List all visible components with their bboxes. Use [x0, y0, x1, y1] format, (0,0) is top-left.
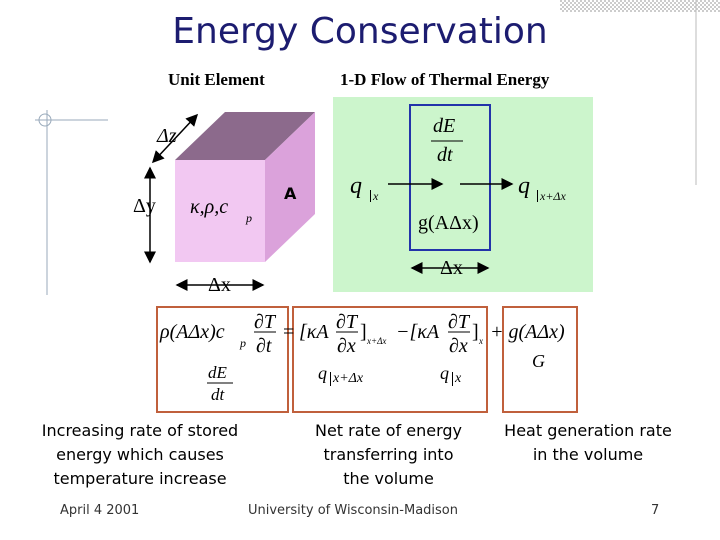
box-generation: G — [532, 351, 545, 371]
flow-region — [333, 97, 593, 292]
caption-line: the volume — [343, 469, 434, 488]
caption-line: temperature increase — [53, 469, 227, 488]
title: Energy Conservation — [172, 11, 548, 52]
cube-side — [265, 112, 315, 262]
box-storage-den: dt — [211, 385, 225, 404]
eq-equals: = — [283, 321, 295, 343]
flow-title: 1-D Flow of Thermal Energy — [340, 70, 550, 89]
eq-dx: ∂x — [337, 335, 356, 357]
box-storage-num: dE — [208, 363, 227, 382]
caption-line: transferring into — [323, 445, 454, 464]
eq-generation: + g(AΔx) — [490, 321, 565, 343]
footer-page: 7 — [651, 503, 660, 518]
generation: g(AΔx) — [418, 212, 479, 234]
storage-num: dE — [433, 115, 456, 137]
dy-label: Δy — [133, 195, 156, 217]
box-out-sub: x+Δx — [330, 372, 363, 386]
box-in-sub: x — [452, 372, 461, 386]
q-in-sub: x — [370, 190, 378, 202]
cp-sub: p — [246, 211, 252, 225]
decoration — [560, 0, 720, 12]
eq-storage-sub: p — [240, 336, 246, 350]
storage-den: dt — [437, 144, 453, 166]
eq-storage: ρ(AΔx)c — [160, 321, 225, 343]
box-in: q — [440, 363, 449, 383]
control-volume — [409, 104, 491, 251]
eq-bracket: ] — [360, 321, 367, 343]
footer-organization: University of Wisconsin-Madison — [248, 503, 458, 518]
conduction-box — [292, 306, 488, 413]
eq-dT: ∂T — [254, 311, 276, 333]
unit-element-title: Unit Element — [168, 70, 265, 89]
caption-line: Heat generation rate — [504, 421, 672, 440]
caption-line: Net rate of energy — [314, 421, 462, 440]
eq-dT: ∂T — [448, 311, 470, 333]
dz-arrow — [151, 113, 199, 164]
box-out: q — [318, 363, 327, 383]
decoration — [38, 113, 52, 127]
caption: Heat generation rate in the volume — [490, 419, 686, 467]
footer-date: April 4 2001 — [60, 503, 140, 518]
dx-label: Δx — [208, 274, 231, 296]
generation-box — [502, 306, 578, 413]
cube-front — [175, 160, 265, 262]
properties: κ,ρ,c — [190, 196, 229, 218]
eq-dT: ∂T — [336, 311, 358, 333]
flow-dx-label: Δx — [440, 257, 463, 279]
area-label: A — [284, 184, 297, 203]
cube-top — [175, 112, 315, 160]
caption-line: Increasing rate of stored — [41, 421, 239, 440]
eq-dt: ∂t — [256, 335, 272, 357]
eq-sub: x+Δx — [367, 336, 387, 346]
eq-kA: [κA — [299, 321, 329, 343]
caption: Increasing rate of stored energy which ca… — [20, 419, 260, 491]
caption-line: energy which causes — [56, 445, 224, 464]
dz-label: Δz — [157, 125, 177, 147]
q-out-sub: x+Δx — [537, 190, 566, 202]
caption-line: in the volume — [532, 445, 644, 464]
storage-box — [156, 306, 289, 413]
eq-dx: ∂x — [449, 335, 468, 357]
eq-bracket: ] — [472, 321, 479, 343]
eq-sub: x — [479, 336, 483, 346]
q-out: q — [518, 173, 530, 199]
caption: Net rate of energy transferring into the v… — [286, 419, 491, 491]
q-in: q — [350, 173, 362, 199]
eq-minus-kA: −[κA — [396, 321, 440, 343]
